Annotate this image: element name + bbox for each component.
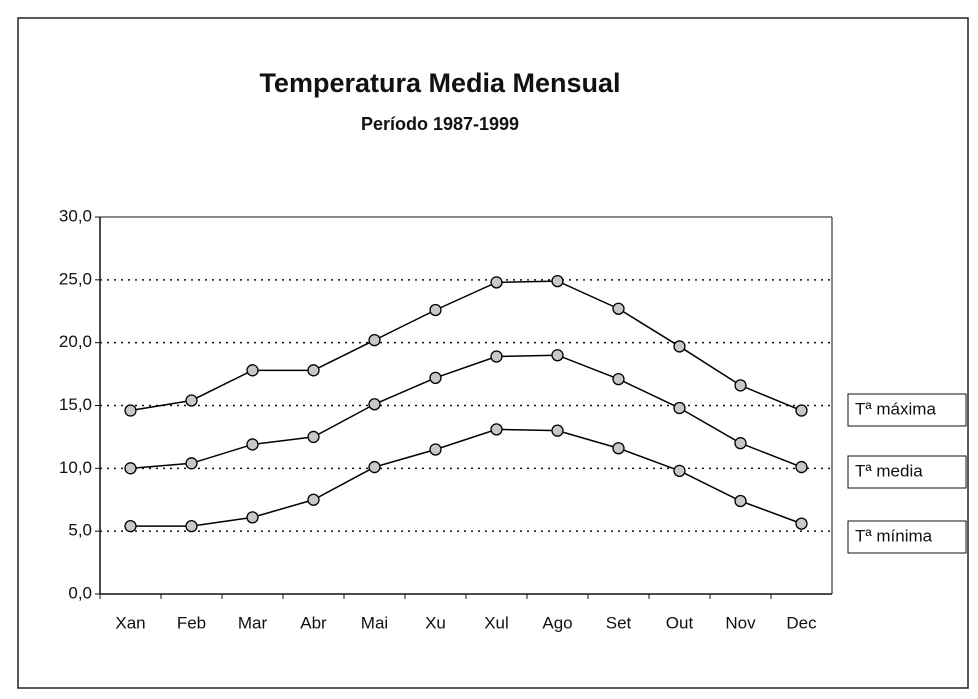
x-tick-label: Nov — [725, 613, 756, 632]
point — [673, 401, 686, 415]
x-tick-label: Mai — [361, 613, 388, 632]
x-tick-label: Xan — [115, 613, 145, 632]
y-tick-label: 5,0 — [68, 521, 92, 540]
point — [429, 303, 442, 317]
point — [612, 372, 625, 386]
x-tick-label: Ago — [542, 613, 572, 632]
x-tick-label: Xul — [484, 613, 509, 632]
point — [612, 302, 625, 315]
chart-title: Temperatura Media Mensual — [259, 68, 620, 98]
series-line — [130, 280, 802, 412]
point — [429, 371, 442, 385]
point — [734, 494, 747, 508]
point — [795, 517, 808, 530]
x-tick-label: Xu — [425, 613, 446, 632]
point — [307, 364, 320, 377]
legend-label: Tª mínima — [855, 526, 933, 545]
point — [490, 276, 503, 289]
point — [246, 511, 259, 524]
point — [612, 442, 625, 455]
y-tick-label: 10,0 — [59, 458, 92, 477]
point — [185, 394, 198, 407]
point — [124, 404, 137, 417]
point — [734, 437, 747, 450]
point — [673, 340, 686, 353]
x-tick-label: Mar — [238, 613, 268, 632]
point — [368, 460, 381, 474]
y-tick-label: 20,0 — [59, 332, 92, 351]
point — [368, 398, 381, 411]
point — [307, 430, 320, 444]
series-line — [130, 354, 802, 470]
point — [551, 349, 564, 362]
series-line — [130, 428, 802, 527]
point — [246, 364, 259, 377]
point — [795, 460, 808, 474]
x-tick-label: Dec — [786, 613, 817, 632]
y-tick-label: 25,0 — [59, 269, 92, 288]
x-tick-label: Set — [606, 613, 632, 632]
point — [551, 424, 564, 437]
point — [490, 423, 503, 436]
legend-label: Tª máxima — [855, 399, 936, 418]
point — [124, 462, 137, 475]
point — [734, 379, 747, 392]
point — [246, 438, 259, 451]
point — [795, 404, 808, 417]
legend-box — [847, 393, 967, 427]
point — [673, 464, 686, 477]
point — [429, 443, 442, 456]
point — [490, 350, 503, 363]
x-tick-label: Feb — [177, 613, 206, 632]
point — [307, 493, 320, 506]
frame — [17, 17, 969, 689]
y-tick-label: 30,0 — [59, 206, 92, 225]
y-tick-label: 0,0 — [68, 583, 92, 602]
point — [368, 334, 381, 347]
chart-subtitle: Período 1987-1999 — [361, 114, 519, 134]
legend-box — [847, 520, 967, 554]
legend-box — [847, 455, 967, 489]
point — [551, 274, 564, 288]
point — [185, 519, 198, 533]
y-tick-label: 15,0 — [59, 395, 92, 414]
point — [185, 457, 198, 470]
point — [124, 519, 137, 533]
x-tick-label: Out — [666, 613, 694, 632]
legend-label: Tª media — [855, 461, 923, 480]
x-tick-label: Abr — [300, 613, 327, 632]
